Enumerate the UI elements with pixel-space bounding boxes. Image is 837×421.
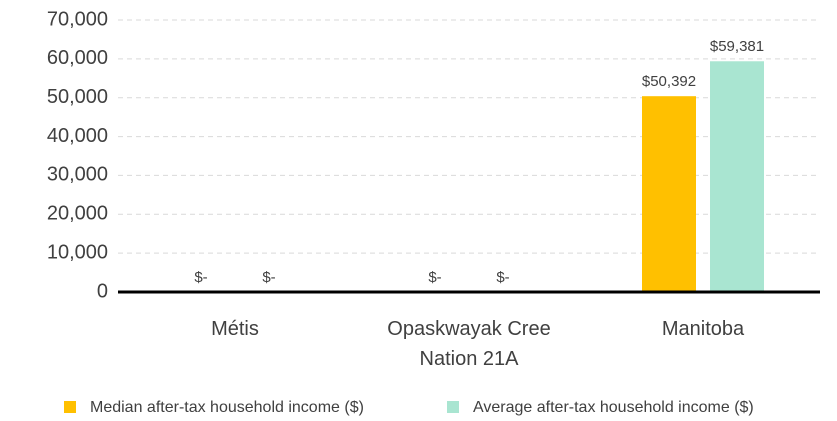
value-label: $59,381 — [710, 38, 764, 55]
y-tick-label: 40,000 — [47, 125, 108, 147]
value-label: $- — [496, 269, 509, 286]
y-tick-label: 30,000 — [47, 164, 108, 186]
y-tick-label: 20,000 — [47, 203, 108, 225]
value-label: $- — [262, 269, 275, 286]
legend-label: Average after-tax household income ($) — [473, 399, 754, 416]
y-tick-label: 70,000 — [47, 8, 108, 30]
value-label: $- — [194, 269, 207, 286]
value-label: $50,392 — [642, 73, 696, 90]
y-tick-label: 0 — [97, 280, 108, 302]
legend-label: Median after-tax household income ($) — [90, 399, 364, 416]
legend-swatch — [64, 401, 76, 413]
value-label: $- — [428, 269, 441, 286]
x-tick-label: Métis — [211, 318, 259, 340]
bar — [710, 61, 764, 292]
x-tick-label: Manitoba — [661, 318, 745, 340]
x-tick-label: Opaskwayak Cree Nation 21A — [387, 318, 551, 370]
y-tick-label: 10,000 — [47, 241, 108, 263]
y-tick-label: 50,000 — [47, 86, 108, 108]
legend-swatch — [447, 401, 459, 413]
bar — [642, 96, 696, 292]
y-tick-label: 60,000 — [47, 47, 108, 69]
